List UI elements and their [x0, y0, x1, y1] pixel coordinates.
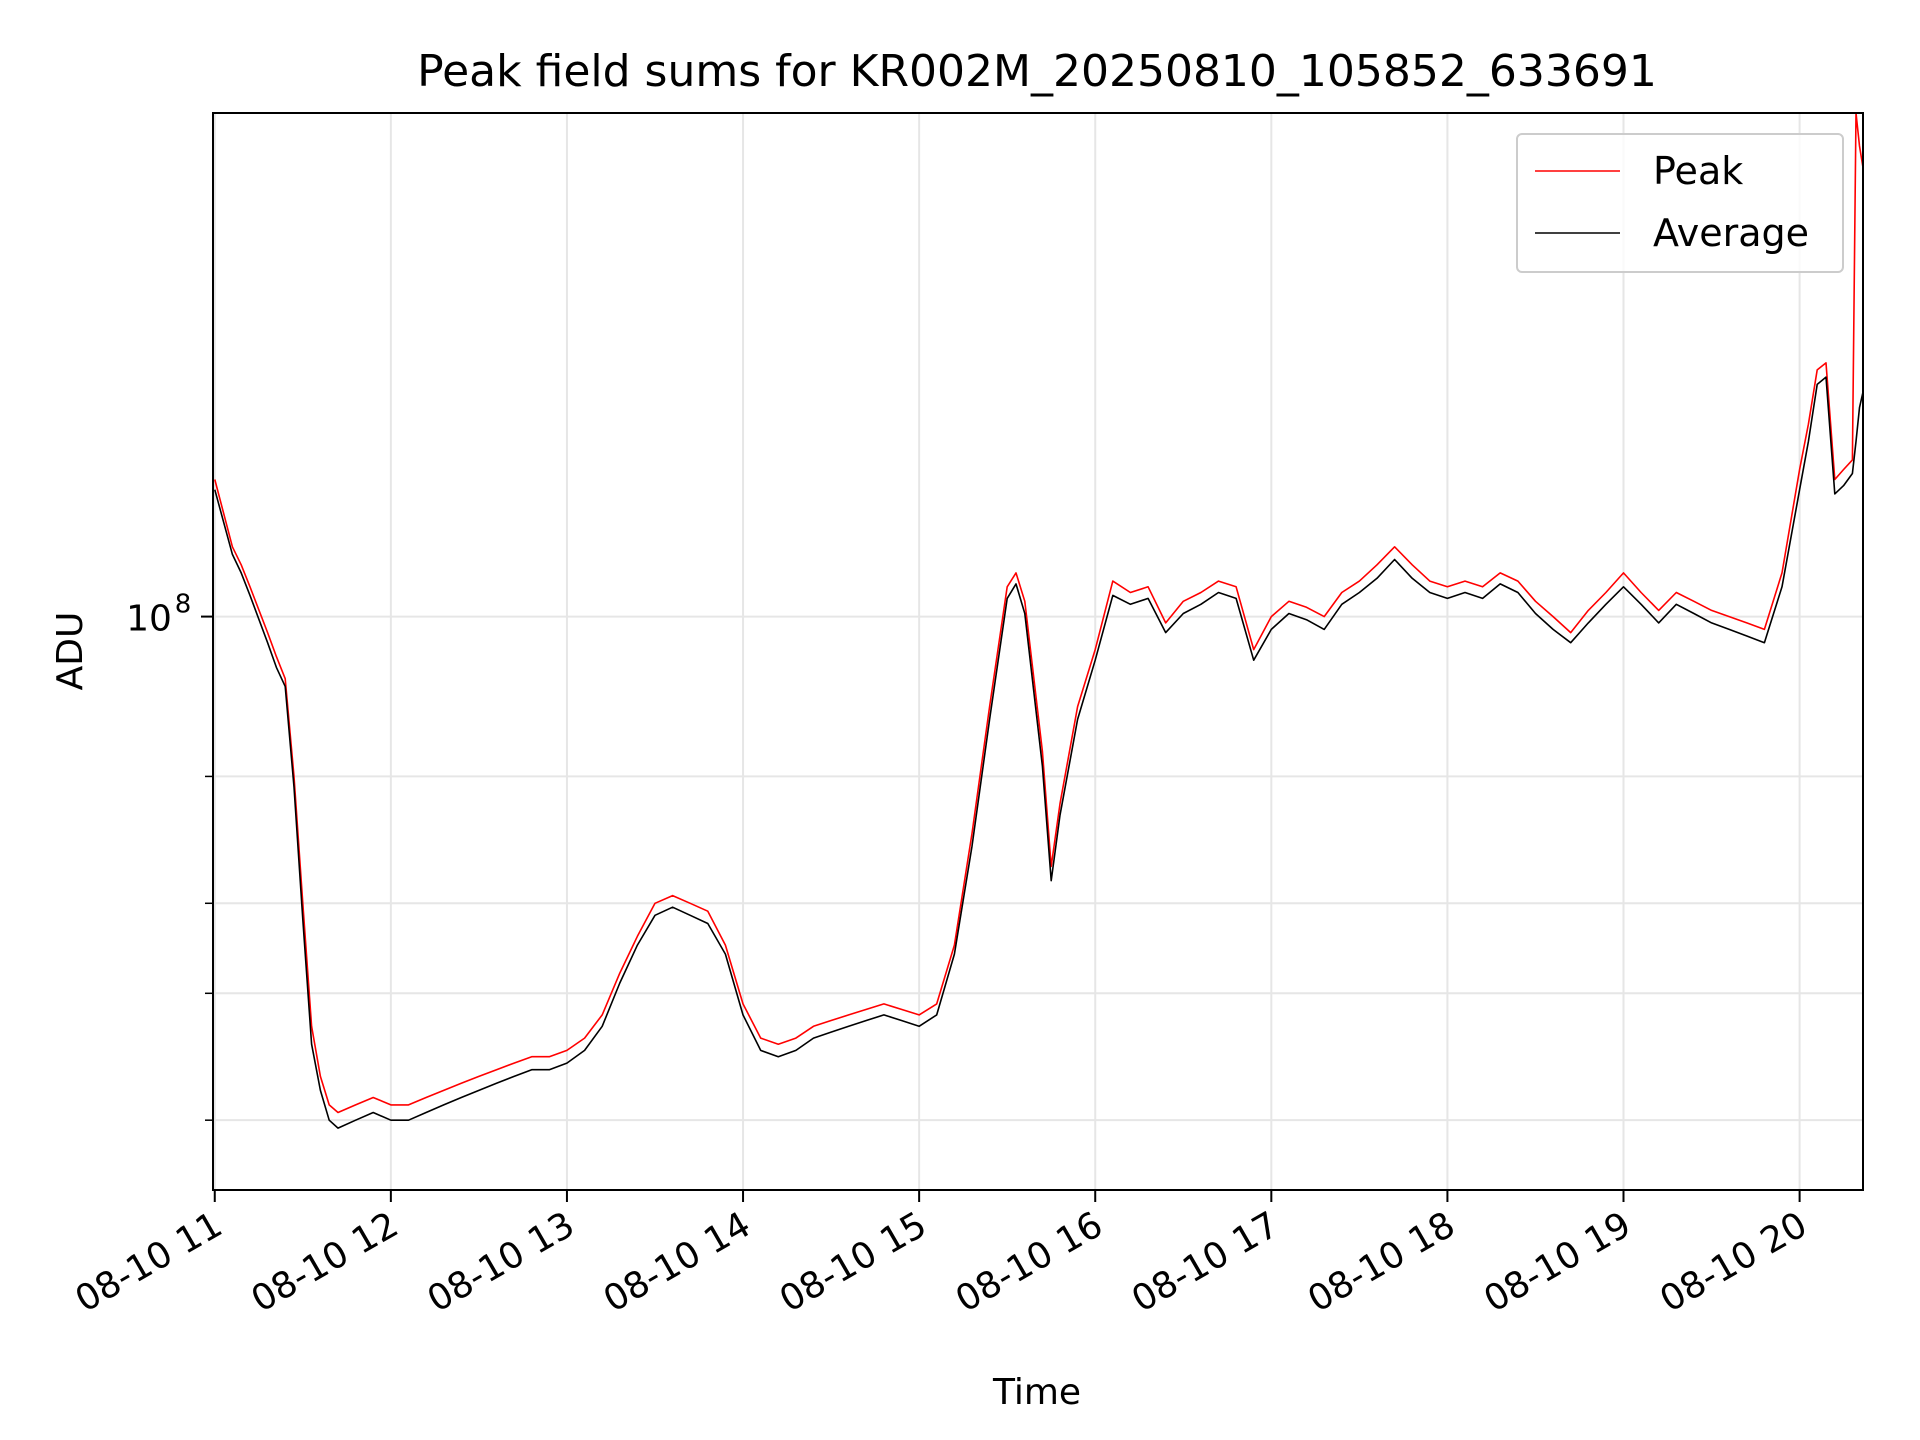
y-tick-label: 10 — [126, 599, 172, 640]
x-axis-label: Time — [992, 1372, 1081, 1413]
y-axis-label: ADU — [50, 612, 91, 691]
series-line-average — [214, 376, 1864, 1129]
plot-area — [214, 112, 1864, 1129]
y-tick-exponent: 8 — [175, 590, 192, 620]
legend-average-label: Average — [1653, 211, 1809, 255]
legend-peak-label: Peak — [1653, 149, 1743, 193]
chart-title: Peak field sums for KR002M_20250810_1058… — [417, 46, 1657, 97]
plot-frame — [212, 112, 1864, 1191]
legend: Peak Average — [1516, 133, 1844, 273]
series-line-peak — [214, 112, 1864, 1114]
y-axis-ticks: 10 8 — [126, 590, 213, 1121]
legend-box — [1516, 133, 1844, 273]
